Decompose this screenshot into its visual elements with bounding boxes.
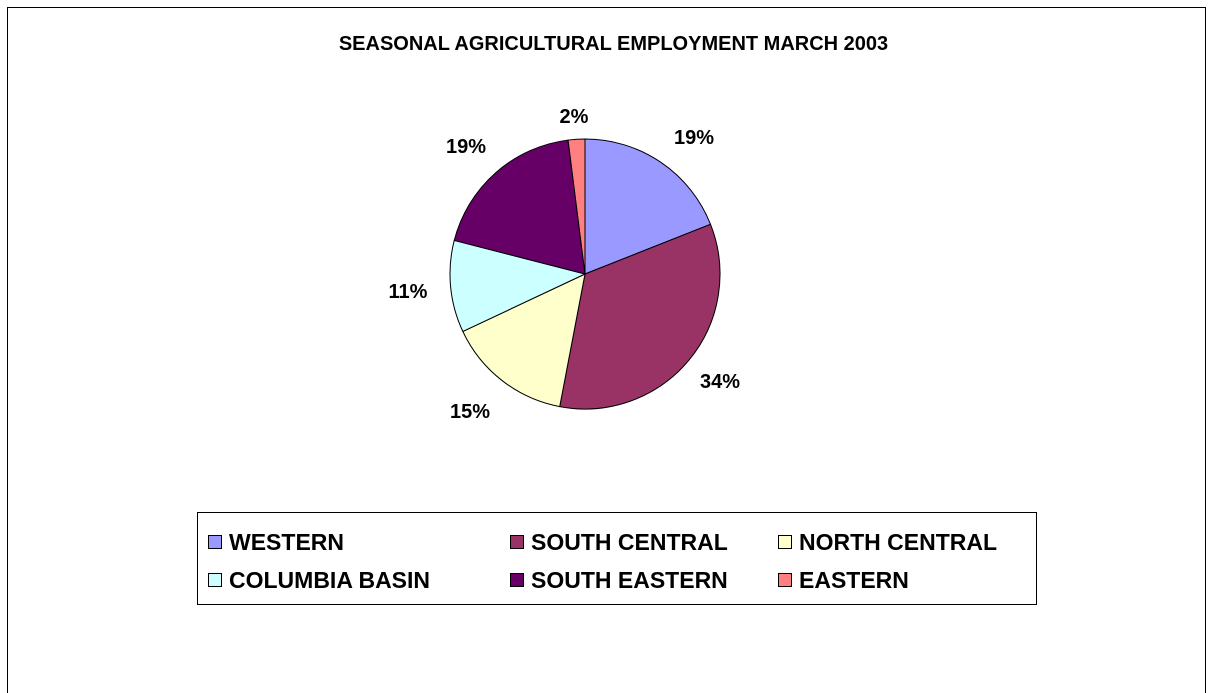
data-label-western: 19% [674,127,714,149]
legend-swatch [778,535,792,549]
pie-slice-eastern [567,138,586,275]
data-label-north-central: 15% [450,401,490,423]
pie-slice-south-central [559,223,721,410]
legend-item-south-eastern: SOUTH EASTERN [510,565,728,595]
legend-item-eastern: EASTERN [778,565,909,595]
legend-label: NORTH CENTRAL [799,528,998,555]
legend-item-columbia-basin: COLUMBIA BASIN [208,565,430,595]
legend-item-north-central: NORTH CENTRAL [778,527,997,557]
pie-slice-western [584,138,712,275]
data-label-eastern: 2% [560,106,589,128]
legend-label: SOUTH EASTERN [531,566,728,593]
legend-item-south-central: SOUTH CENTRAL [510,527,728,557]
legend-swatch [778,573,792,587]
data-label-columbia-basin: 11% [389,281,428,303]
legend: WESTERN SOUTH CENTRAL NORTH CENTRAL COLUMBI… [197,512,1037,605]
legend-label: WESTERN [229,528,344,555]
pie-slice-north-central [462,273,586,408]
legend-swatch [208,573,222,587]
legend-swatch [510,573,524,587]
legend-item-western: WESTERN [208,527,344,557]
pie-slice-columbia-basin [449,239,587,333]
legend-swatch [208,535,222,549]
legend-label: SOUTH CENTRAL [531,528,728,555]
legend-label: EASTERN [799,566,909,593]
pie-slice-south-eastern [453,139,586,275]
data-label-south-eastern: 19% [446,136,486,158]
legend-swatch [510,535,524,549]
chart-frame [7,7,1206,693]
data-label-south-central: 34% [700,371,740,393]
legend-label: COLUMBIA BASIN [229,566,431,593]
chart-title: SEASONAL AGRICULTURAL EMPLOYMENT MARCH 2… [338,33,889,55]
